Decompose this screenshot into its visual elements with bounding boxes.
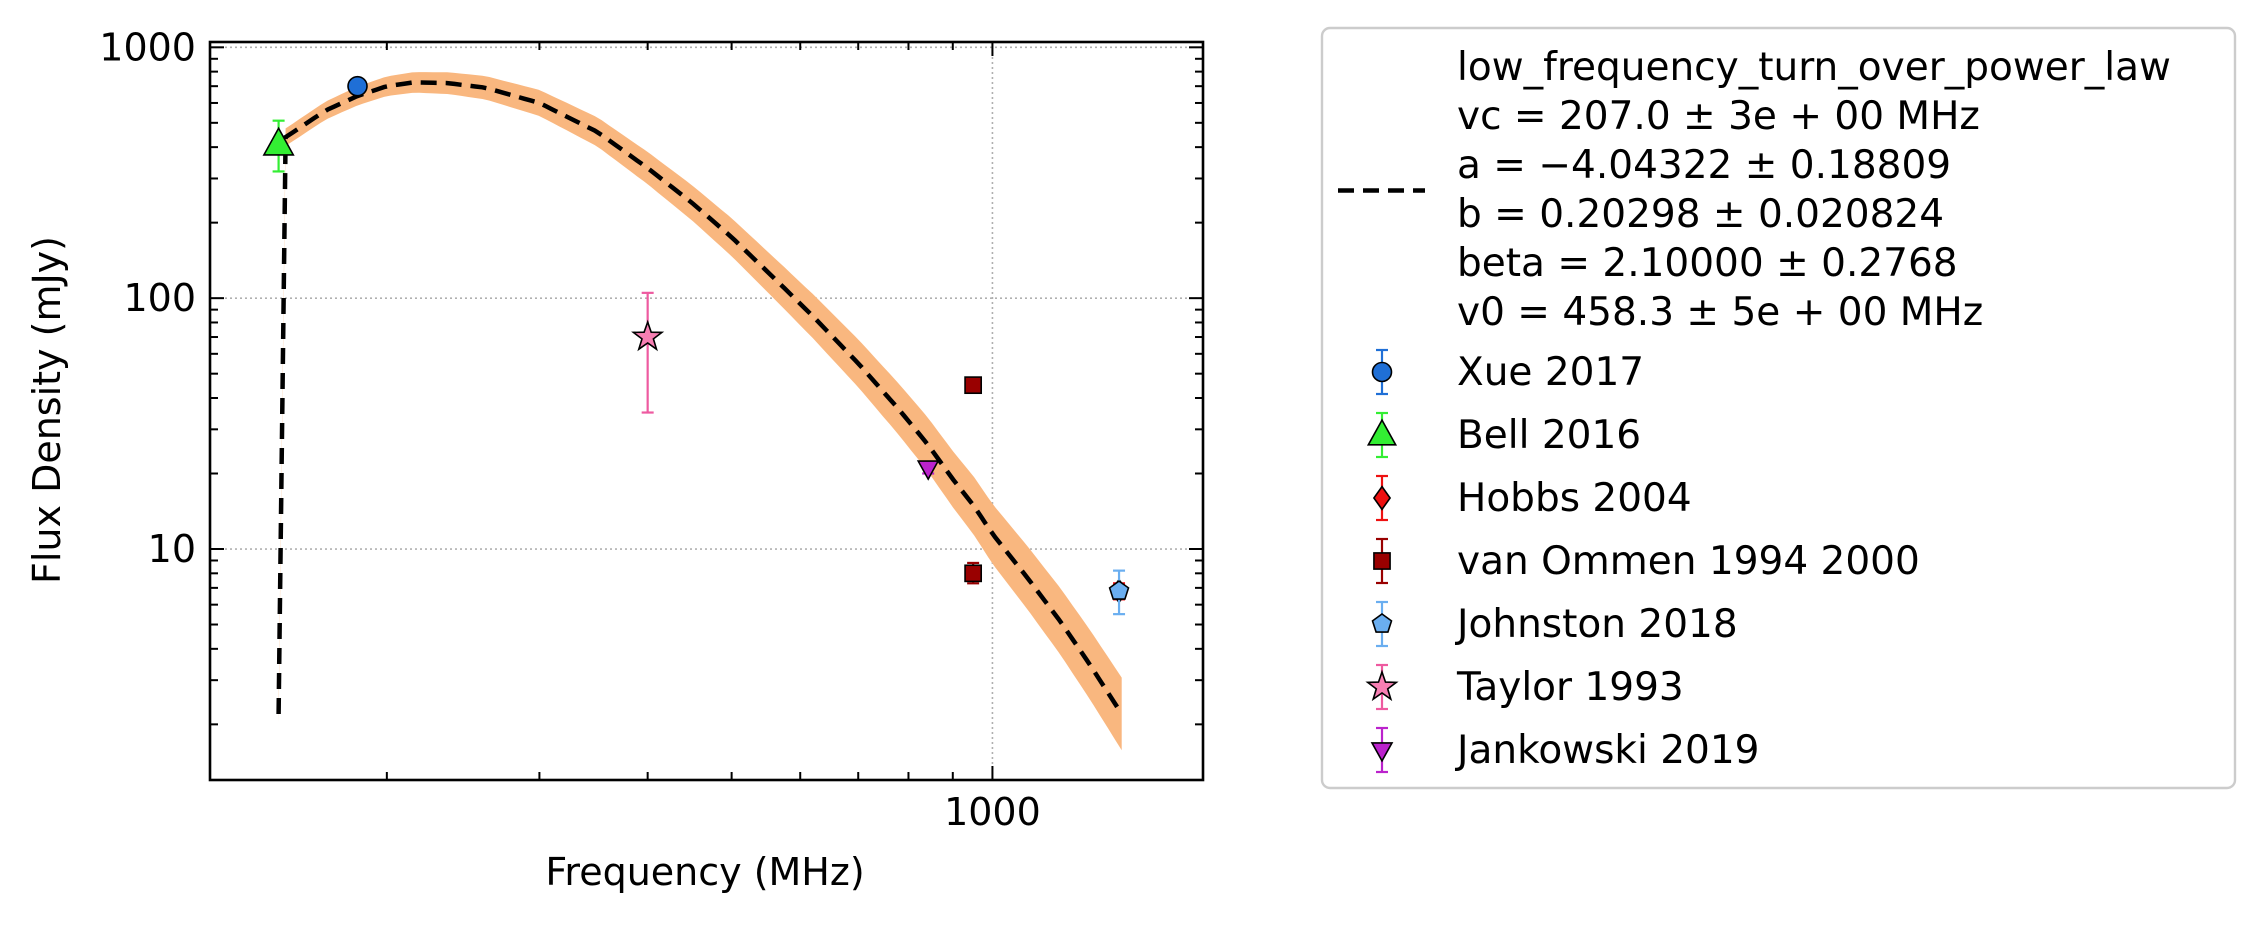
point-xue-2017: [347, 75, 368, 97]
x-axis-label: Frequency (MHz): [545, 850, 864, 894]
y-axis-label: Flux Density (mJy): [25, 236, 69, 584]
fit-line: [276, 80, 1124, 716]
y-tick-label: 1000: [99, 25, 196, 69]
legend-label-hobbs-2004: Hobbs 2004: [1457, 476, 1692, 521]
legend-fit-param: v0 = 458.3 ± 5e + 00 MHz: [1457, 290, 1983, 335]
legend-marker-van-ommen-1994-2000: [1373, 552, 1391, 570]
legend-label-bell-2016: Bell 2016: [1457, 413, 1641, 458]
point-van-ommen-1994-2000: [964, 376, 983, 395]
legend-marker-jankowski-2019: [1370, 742, 1394, 763]
legend-label-jankowski-2019: Jankowski 2019: [1454, 728, 1759, 773]
legend-fit-param: a = −4.04322 ± 0.18809: [1457, 143, 1951, 188]
legend-fit-name: low_frequency_turn_over_power_law: [1457, 45, 2171, 90]
legend-fit-param: b = 0.20298 ± 0.020824: [1457, 192, 1944, 237]
point-van-ommen-1994-2000: [964, 564, 983, 583]
legend-marker-hobbs-2004: [1372, 485, 1392, 511]
y-tick-label: 100: [123, 276, 196, 320]
legend-label-taylor-1993: Taylor 1993: [1456, 665, 1684, 710]
legend-label-van-ommen-1994-2000: van Ommen 1994 2000: [1457, 539, 1920, 584]
plot-area: 1000 10 100 1000: [99, 25, 1205, 834]
point-bell-2016: [262, 126, 295, 156]
axes-frame: [208, 40, 1205, 782]
point-taylor-1993: [631, 319, 665, 352]
y-tick-label: 10: [148, 527, 196, 571]
point-johnston-2018: [1108, 580, 1130, 600]
point-jankowski-2019: [916, 460, 940, 481]
error-bar-taylor-1993: [641, 291, 654, 414]
legend-fit-param: beta = 2.10000 ± 0.2768: [1457, 241, 1958, 286]
legend-label-xue-2017: Xue 2017: [1457, 350, 1644, 395]
legend-marker-johnston-2018: [1371, 613, 1393, 633]
legend-marker-xue-2017: [1371, 361, 1393, 383]
fit-uncertainty-band: [278, 72, 1122, 751]
legend-fit-param: vc = 207.0 ± 3e + 00 MHz: [1457, 94, 1980, 139]
x-tick-label: 1000: [944, 790, 1041, 834]
legend-marker-bell-2016: [1366, 418, 1398, 446]
legend-marker-taylor-1993: [1365, 669, 1399, 702]
legend-box: [1320, 26, 2237, 790]
legend-label-johnston-2018: Johnston 2018: [1454, 602, 1738, 647]
